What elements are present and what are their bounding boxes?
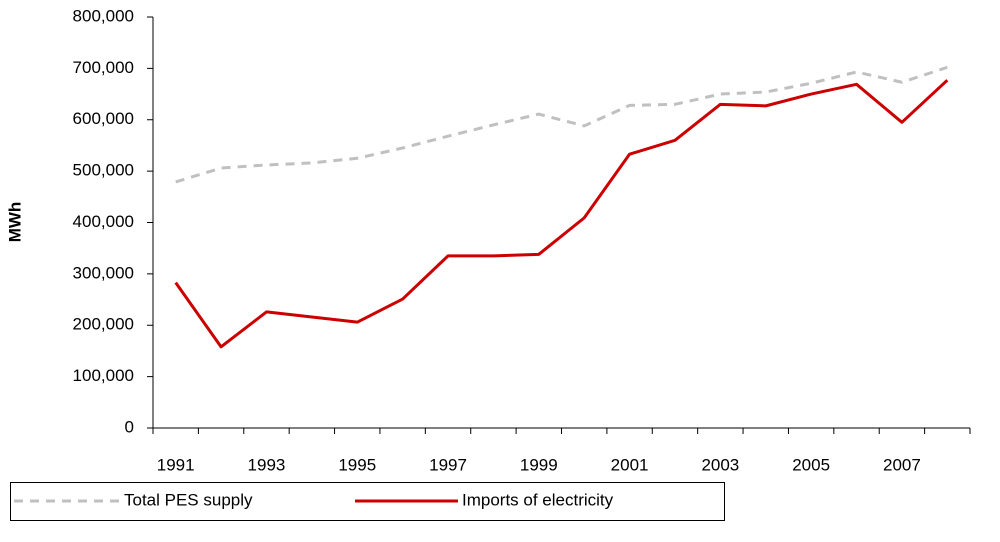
x-tick-label: 2003 xyxy=(701,455,739,474)
y-tick-label: 200,000 xyxy=(73,315,134,334)
y-tick-label: 400,000 xyxy=(73,212,134,231)
x-tick-label: 1997 xyxy=(429,455,467,474)
legend-label: Total PES supply xyxy=(124,490,253,509)
y-tick-label: 700,000 xyxy=(73,58,134,77)
y-tick-label: 800,000 xyxy=(73,6,134,25)
y-tick-label: 0 xyxy=(125,417,134,436)
x-tick-label: 1991 xyxy=(157,455,195,474)
x-tick-label: 2005 xyxy=(792,455,830,474)
y-axis-title: MWh xyxy=(5,202,24,243)
y-tick-label: 500,000 xyxy=(73,161,134,180)
y-tick-label: 600,000 xyxy=(73,109,134,128)
series-line xyxy=(174,79,949,349)
x-tick-label: 1995 xyxy=(338,455,376,474)
legend-box xyxy=(10,482,725,521)
y-tick-label: 300,000 xyxy=(73,263,134,282)
legend-label: Imports of electricity xyxy=(462,490,614,509)
y-tick-label: 100,000 xyxy=(73,366,134,385)
series-line xyxy=(175,65,948,184)
x-tick-label: 1999 xyxy=(520,455,558,474)
x-tick-label: 1993 xyxy=(248,455,286,474)
x-tick-label: 2001 xyxy=(611,455,649,474)
x-tick-label: 2007 xyxy=(883,455,921,474)
